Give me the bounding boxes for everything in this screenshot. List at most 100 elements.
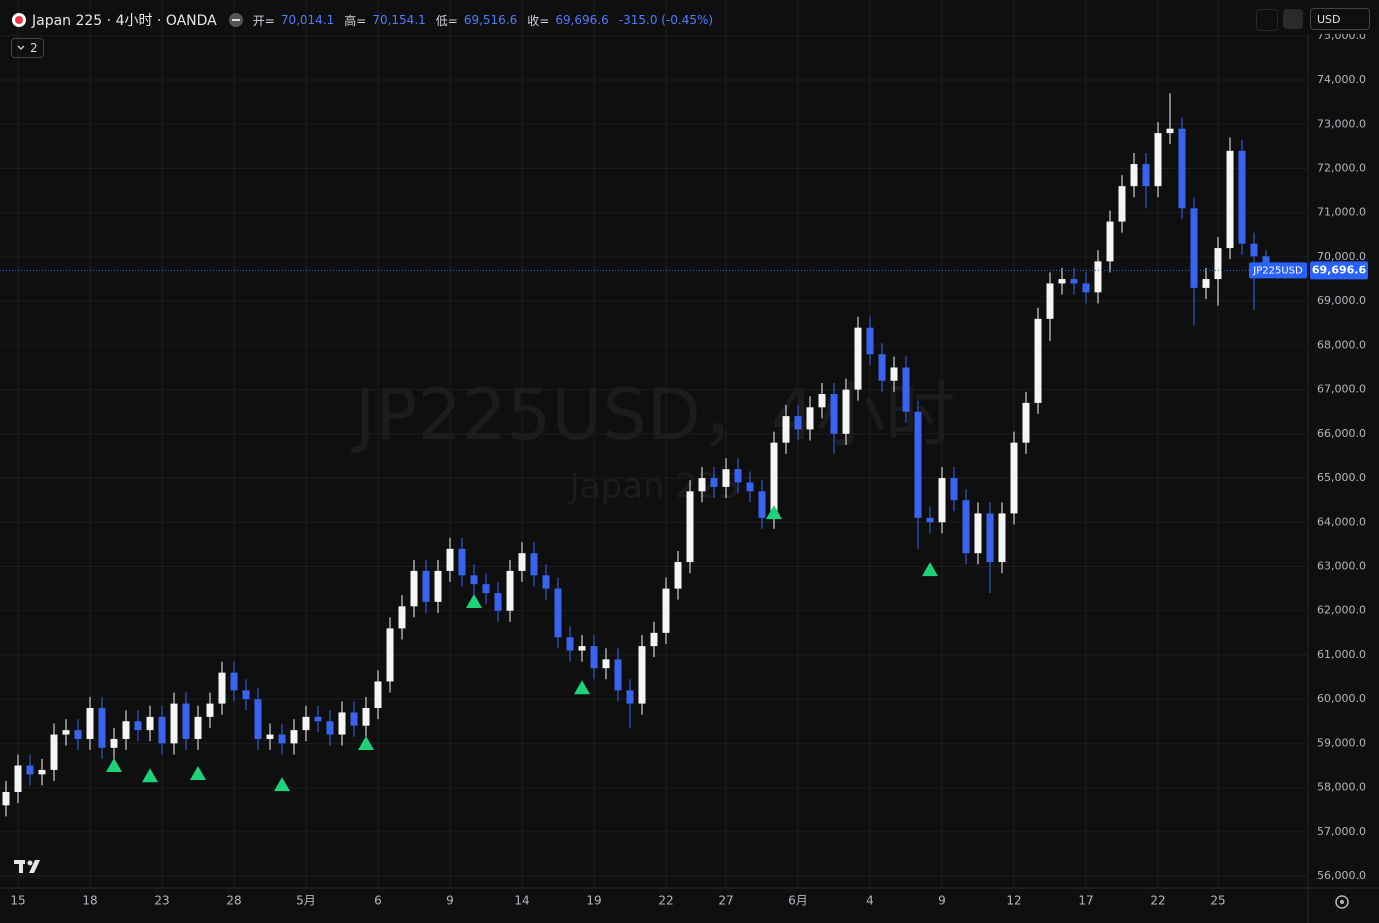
candle-body xyxy=(242,690,250,700)
candle-body xyxy=(638,646,646,704)
candle-body xyxy=(686,491,694,563)
candle-body xyxy=(350,712,358,726)
x-tick-label: 9 xyxy=(446,894,454,908)
screenshot-button[interactable] xyxy=(1283,9,1303,29)
x-tick-label: 17 xyxy=(1078,894,1093,908)
candle-body xyxy=(134,721,142,731)
signal-marker xyxy=(274,777,290,792)
x-tick-label: 6月 xyxy=(788,894,808,908)
price-tag-bg xyxy=(1310,261,1368,280)
candle-body xyxy=(770,442,778,518)
candle-body xyxy=(2,792,10,806)
candle-body xyxy=(254,699,262,739)
watermark-title: JP225USD，4小时 xyxy=(351,374,956,456)
high-value: 70,154.1 xyxy=(372,13,426,27)
candle-body xyxy=(278,734,286,744)
candle-body xyxy=(614,659,622,691)
candle-body xyxy=(698,478,706,492)
candle-body xyxy=(302,716,310,731)
candle-body xyxy=(530,553,538,576)
x-tick-label: 12 xyxy=(1006,894,1021,908)
candle-body xyxy=(1154,133,1162,187)
symbol-tag-bg xyxy=(1249,262,1307,279)
high-label: 高= xyxy=(344,13,367,28)
candle-body xyxy=(1034,318,1042,403)
candle-body xyxy=(1046,283,1054,319)
candle-body xyxy=(290,730,298,744)
candle-body xyxy=(1214,248,1222,280)
settings-icon[interactable] xyxy=(1335,895,1349,909)
y-tick-label: 66,000.0 xyxy=(1317,427,1366,440)
x-tick-label: 4 xyxy=(866,894,874,908)
indicators-toggle[interactable]: 2 xyxy=(11,38,44,58)
candle-body xyxy=(1070,279,1078,284)
collapse-button[interactable] xyxy=(228,13,243,27)
y-tick-label: 74,000.0 xyxy=(1317,73,1366,86)
close-value: 69,696.6 xyxy=(555,13,609,27)
candle-body xyxy=(950,478,958,501)
candle-body xyxy=(914,411,922,518)
candle-body xyxy=(590,646,598,669)
y-tick-label: 65,000.0 xyxy=(1317,471,1366,484)
candle-body xyxy=(1166,128,1174,134)
candle-body xyxy=(902,367,910,412)
y-tick-label: 59,000.0 xyxy=(1317,736,1366,749)
candle-body xyxy=(518,553,526,571)
candle-body xyxy=(1118,186,1126,222)
y-tick-label: 60,000.0 xyxy=(1317,692,1366,705)
candle-body xyxy=(674,562,682,589)
signal-marker xyxy=(190,766,206,781)
candle-body xyxy=(206,703,214,717)
y-tick-label: 72,000.0 xyxy=(1317,161,1366,174)
candle-body xyxy=(1058,279,1066,284)
candle-body xyxy=(314,716,322,722)
candle-body xyxy=(218,672,226,704)
x-tick-label: 14 xyxy=(514,894,529,908)
y-tick-label: 69,000.0 xyxy=(1317,294,1366,307)
y-tick-label: 61,000.0 xyxy=(1317,648,1366,661)
candle-body xyxy=(1094,261,1102,293)
candle-body xyxy=(434,570,442,602)
candle-body xyxy=(818,394,826,408)
candle-body xyxy=(1022,402,1030,443)
x-tick-label: 18 xyxy=(82,894,97,908)
y-tick-label: 63,000.0 xyxy=(1317,559,1366,572)
candle-body xyxy=(374,681,382,709)
y-tick-label: 62,000.0 xyxy=(1317,604,1366,617)
symbol-tag: JP225USD xyxy=(1252,265,1303,276)
candle-body xyxy=(938,478,946,523)
x-tick-label: 9 xyxy=(938,894,946,908)
candle-body xyxy=(626,690,634,704)
header: Japan 225 · 4小时 · OANDA 开= 70,014.1 高= 70,… xyxy=(12,10,717,30)
candle-body xyxy=(62,730,70,735)
open-label: 开= xyxy=(252,13,275,28)
y-tick-label: 68,000.0 xyxy=(1317,338,1366,351)
indicator-count: 2 xyxy=(30,41,38,55)
candle-body xyxy=(182,703,190,739)
candle-body xyxy=(338,712,346,735)
currency-select[interactable]: USD xyxy=(1310,8,1370,30)
candle-body xyxy=(446,548,454,571)
download-button[interactable] xyxy=(1256,9,1278,31)
candle-body xyxy=(1106,221,1114,262)
candle-body xyxy=(146,716,154,731)
currency: USD xyxy=(1317,12,1341,26)
candle-body xyxy=(806,407,814,430)
candle-body xyxy=(842,389,850,434)
candle-body xyxy=(566,637,574,651)
y-tick-label: 67,000.0 xyxy=(1317,383,1366,396)
x-tick-label: 6 xyxy=(374,894,382,908)
symbol[interactable]: Japan 225 · 4小时 · OANDA xyxy=(32,13,217,29)
x-tick-label: 19 xyxy=(586,894,601,908)
candle-body xyxy=(470,575,478,585)
signal-marker xyxy=(766,505,782,520)
y-tick-label: 71,000.0 xyxy=(1317,206,1366,219)
candle-body xyxy=(1190,208,1198,288)
candle-body xyxy=(386,628,394,682)
low-label: 低= xyxy=(435,13,458,28)
chevron xyxy=(17,45,25,50)
candle-body xyxy=(830,394,838,434)
candle-body xyxy=(866,327,874,355)
